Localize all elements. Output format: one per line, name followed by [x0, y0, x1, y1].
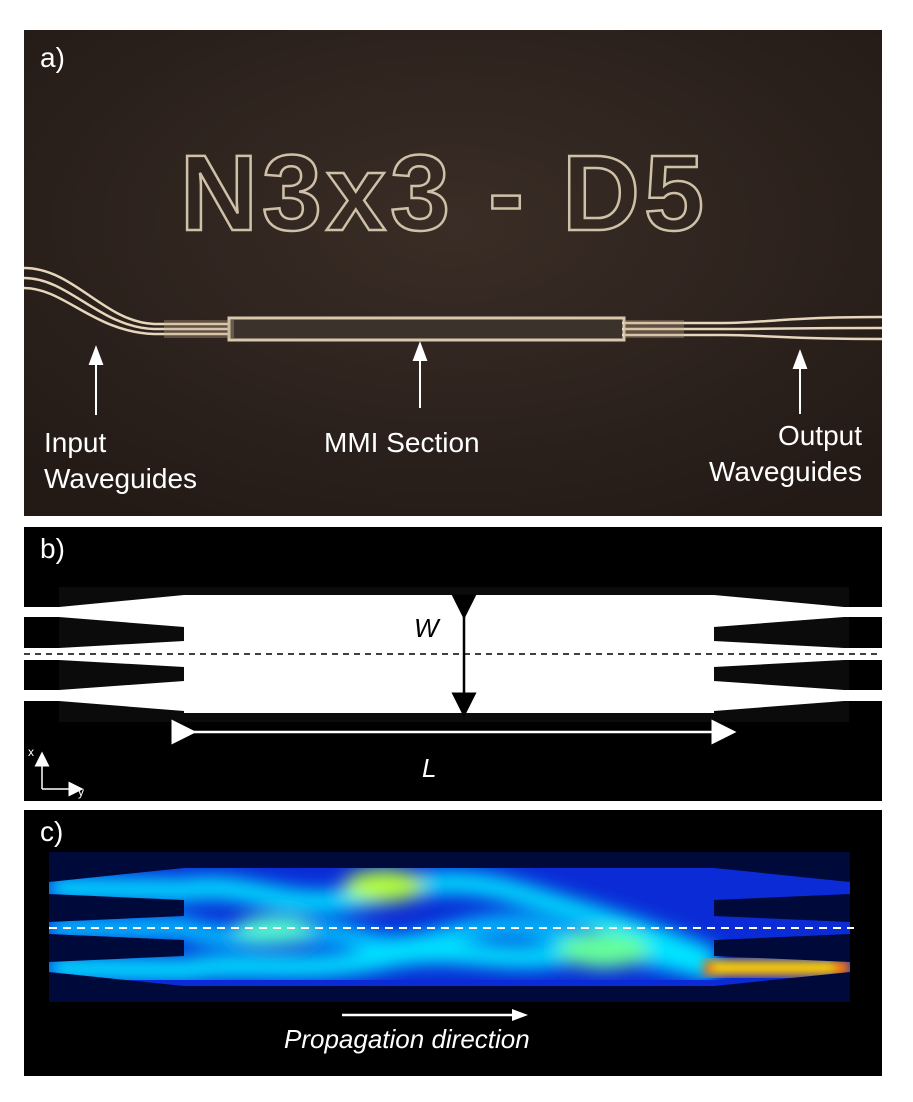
input-waveguides [24, 266, 236, 336]
annotation-arrows [88, 341, 808, 415]
mmi-body [184, 595, 714, 713]
input-tapers [24, 595, 184, 711]
field-intensity [49, 868, 850, 986]
output-label-line2: Waveguides [708, 456, 862, 487]
output-tapers [714, 595, 882, 711]
propagation-direction-label: Propagation direction [284, 1024, 530, 1054]
input-label-line2: Waveguides [44, 463, 198, 494]
input-label-line1: Input [44, 427, 107, 458]
axis-x-label: x [28, 745, 34, 759]
panel-label-c: c) [40, 816, 64, 847]
simulation-drawing [49, 852, 854, 1021]
length-symbol: L [422, 753, 437, 783]
panel-c-field-simulation: c) Propagation direction [24, 810, 882, 1076]
panel-a-microscope-photo: N3x3 - D5 a) Input Waveguides MMI Sectio… [24, 30, 882, 516]
propagation-arrow-head [512, 1009, 528, 1021]
panel-label-b: b) [40, 533, 65, 564]
output-waveguides-label: Output Waveguides [709, 418, 862, 490]
axis-y-label: y [78, 785, 84, 799]
photo-drawing: N3x3 - D5 [24, 30, 882, 516]
output-waveguides [622, 315, 882, 341]
panel-b-schematic: b) W L x y [24, 527, 882, 801]
mmi-section-label: MMI Section [324, 427, 480, 458]
output-label-line1: Output [777, 420, 862, 451]
width-symbol: W [414, 613, 439, 643]
schematic-drawing [24, 587, 882, 797]
mmi-section-rect [227, 316, 626, 342]
panel-label-a: a) [40, 42, 65, 73]
chip-engraving-text: N3x3 - D5 [180, 132, 708, 253]
input-waveguides-label: Input Waveguides [44, 425, 197, 497]
photo-background [24, 30, 882, 516]
